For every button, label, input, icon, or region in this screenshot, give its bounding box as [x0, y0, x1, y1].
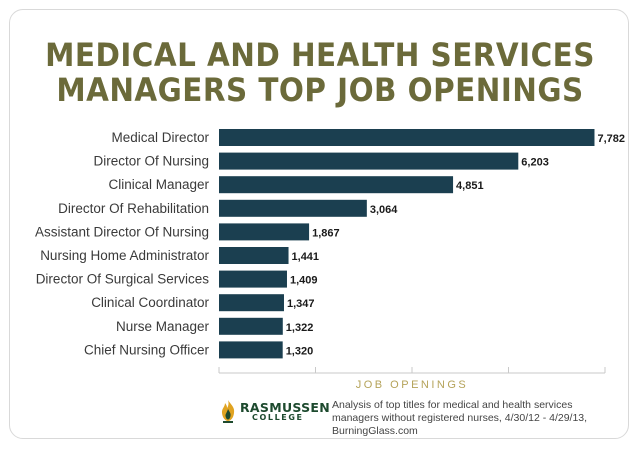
value-label: 6,203 [521, 157, 549, 169]
category-label: Assistant Director Of Nursing [35, 224, 209, 239]
bar [219, 199, 367, 217]
value-label: 1,320 [286, 345, 314, 357]
category-label: Director Of Surgical Services [36, 272, 210, 287]
source-note: Analysis of top titles for medical and h… [332, 399, 588, 437]
bar [219, 294, 284, 312]
bar [219, 176, 454, 194]
logo-subtitle: COLLEGE [252, 413, 304, 422]
bar [219, 270, 287, 288]
category-label: Chief Nursing Officer [84, 342, 210, 357]
value-label: 3,064 [370, 204, 398, 216]
value-label: 1,347 [287, 298, 315, 310]
bar [219, 247, 289, 264]
category-label: Director Of Rehabilitation [58, 201, 209, 216]
flame-icon [221, 400, 235, 423]
category-label: Director Of Nursing [93, 154, 209, 169]
value-label: 4,851 [456, 180, 484, 192]
bar [219, 129, 595, 146]
chart-title: MEDICAL AND HEALTH SERVICES MANAGERS TOP… [26, 38, 615, 108]
chart-title-line-1: MEDICAL AND HEALTH SERVICES [45, 36, 595, 74]
value-label: 1,867 [312, 227, 340, 239]
value-label: 7,782 [597, 133, 625, 145]
bar [219, 223, 310, 241]
x-axis-label: JOB OPENINGS [356, 379, 469, 391]
rasmussen-logo: RASMUSSEN COLLEGE [218, 399, 331, 425]
bar [219, 317, 283, 335]
value-label: 1,322 [286, 322, 314, 334]
value-label: 1,409 [290, 275, 318, 287]
chart-frame [9, 9, 629, 439]
category-label: Medical Director [111, 130, 209, 145]
value-label: 1,441 [292, 251, 320, 263]
category-label: Nursing Home Administrator [40, 248, 209, 263]
logo-name: RASMUSSEN [240, 400, 331, 415]
category-label: Clinical Coordinator [91, 295, 209, 310]
bar [219, 341, 283, 359]
bar [219, 152, 519, 170]
category-label: Clinical Manager [108, 177, 209, 192]
chart-title-line-2: MANAGERS TOP JOB OPENINGS [56, 71, 584, 109]
category-label: Nurse Manager [116, 319, 210, 334]
